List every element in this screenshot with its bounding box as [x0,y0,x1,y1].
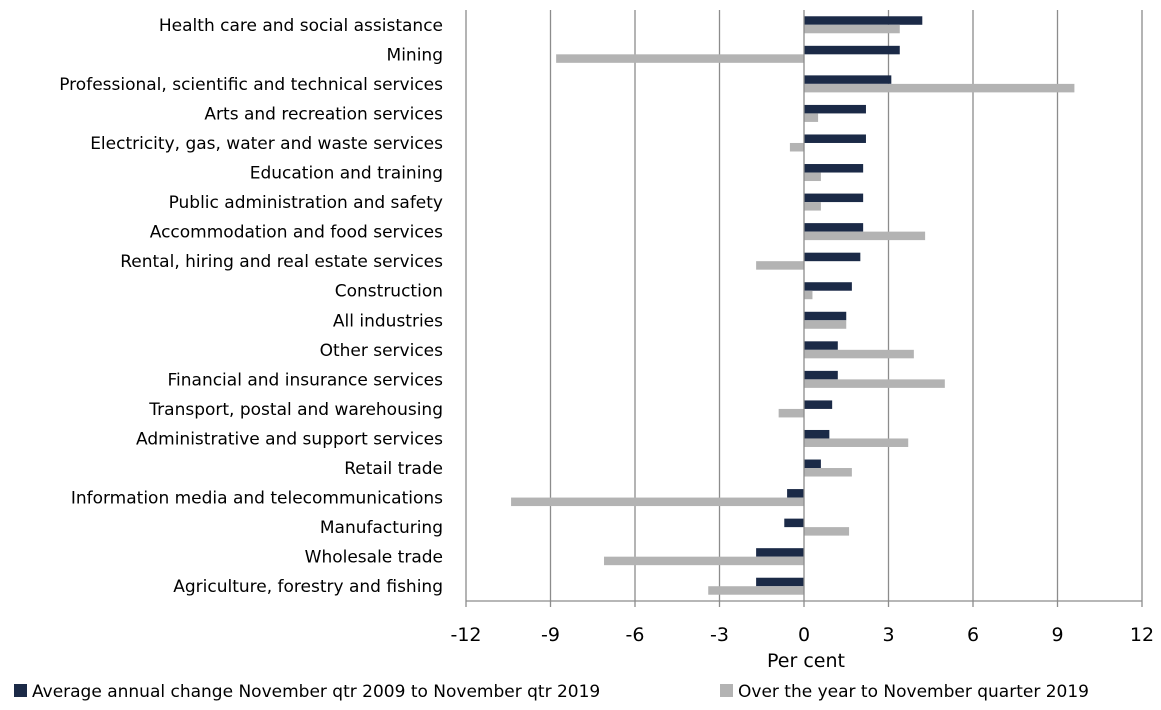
bar [804,379,945,388]
bar [789,142,804,152]
category-label: Construction [335,282,443,302]
x-tick-labels: -12 -9 -6 -3 0 3 6 9 12 [450,624,1154,646]
bar [804,193,864,203]
bar [804,527,850,536]
category-label: Health care and social assistance [159,16,443,36]
bar [804,320,847,329]
x-tick-label: 3 [882,624,894,646]
bar [804,113,819,122]
bar [804,341,838,350]
bar [804,468,852,477]
bar [804,311,847,321]
legend-item-over-the-year: Over the year to November quarter 2019 [720,682,1089,702]
bar [804,223,864,232]
x-tick-label: -9 [541,624,560,646]
bar [804,16,923,25]
bar [784,518,804,528]
bars [511,16,1075,595]
bar [804,24,900,34]
x-axis-title: Per cent [767,650,845,672]
legend-label: Average annual change November qtr 2009 … [32,682,600,702]
bar [804,370,838,380]
gridlines [465,10,1143,601]
legend-item-average-annual-change: Average annual change November qtr 2009 … [14,682,600,702]
category-labels: Health care and social assistance Mining P… [59,16,443,597]
category-label: Mining [387,45,443,65]
category-label: Agriculture, forestry and fishing [173,577,443,597]
bar [804,459,821,469]
bar [804,349,914,359]
bar [804,172,821,182]
category-label: Public administration and safety [169,193,443,213]
category-label: Administrative and support services [136,429,443,449]
bar [756,577,804,587]
category-label: Electricity, gas, water and waste servic… [90,134,443,154]
x-axis [465,600,1143,607]
bar [804,164,864,173]
category-label: Education and training [250,164,443,184]
bar [804,429,830,439]
category-label: Wholesale trade [305,548,443,568]
bar [804,83,1075,93]
category-label: Information media and telecommunications [71,489,443,509]
bar [804,290,813,300]
bar [804,231,926,241]
legend-label: Over the year to November quarter 2019 [738,682,1089,702]
category-label: Manufacturing [320,518,443,538]
x-tick-label: 0 [798,624,810,646]
bar [756,261,804,270]
category-label: Arts and recreation services [204,104,443,124]
x-tick-label: 9 [1051,624,1063,646]
category-label: Professional, scientific and technical s… [59,75,443,95]
x-tick-label: 12 [1130,624,1154,646]
legend-swatch [720,684,733,697]
category-label: Financial and insurance services [167,370,443,390]
bar [511,497,804,507]
x-tick-label: -12 [450,624,481,646]
category-label: Retail trade [344,459,443,479]
bar [804,104,866,114]
legend: Average annual change November qtr 2009 … [14,682,1089,702]
bar [804,400,833,409]
bar [708,586,804,595]
category-label: Other services [320,341,444,361]
category-label: Transport, postal and warehousing [148,400,443,420]
x-tick-label: -3 [710,624,729,646]
bar [556,54,804,63]
bar [787,489,804,498]
bar [804,45,900,55]
bar [804,438,909,447]
category-label: Accommodation and food services [150,223,443,243]
bar [778,408,804,418]
bar [804,252,861,262]
category-label: Rental, hiring and real estate services [120,252,443,272]
legend-swatch [14,684,27,697]
bar [804,282,852,291]
category-label: All industries [333,311,443,331]
bar [804,134,866,143]
bar [604,556,804,566]
x-tick-label: 6 [967,624,979,646]
bar [756,548,804,557]
bar [804,202,821,211]
bar [804,75,892,84]
x-tick-label: -6 [626,624,645,646]
